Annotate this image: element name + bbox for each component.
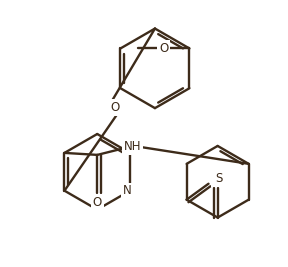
Text: NH: NH xyxy=(123,140,141,154)
Text: O: O xyxy=(159,42,168,55)
Text: O: O xyxy=(110,101,119,114)
Text: O: O xyxy=(213,172,222,185)
Text: S: S xyxy=(215,172,222,185)
Text: N: N xyxy=(123,184,131,197)
Text: O: O xyxy=(93,196,102,209)
